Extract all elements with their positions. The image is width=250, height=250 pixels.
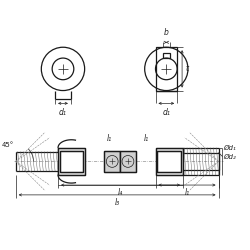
Text: l₁: l₁ bbox=[184, 188, 190, 197]
Text: l₃: l₃ bbox=[114, 198, 120, 207]
Bar bbox=[120, 150, 136, 172]
Bar bbox=[158, 150, 181, 172]
Text: 45°: 45° bbox=[2, 142, 14, 148]
Bar bbox=[156, 148, 183, 175]
Bar bbox=[156, 47, 177, 90]
Bar bbox=[104, 150, 120, 172]
Bar bbox=[156, 148, 183, 175]
Text: d₁: d₁ bbox=[59, 108, 67, 117]
Bar bbox=[158, 150, 181, 172]
Text: Ød₂: Ød₂ bbox=[224, 154, 236, 160]
Text: l₄: l₄ bbox=[118, 188, 123, 197]
Bar bbox=[58, 148, 85, 175]
Text: t: t bbox=[185, 64, 188, 74]
Text: b: b bbox=[164, 28, 169, 38]
Bar bbox=[58, 148, 85, 175]
Bar bbox=[60, 150, 83, 172]
Bar bbox=[104, 150, 120, 172]
Text: l₁: l₁ bbox=[107, 134, 112, 143]
Text: Ød₁: Ød₁ bbox=[224, 145, 236, 151]
Bar bbox=[163, 53, 170, 58]
Text: l₁: l₁ bbox=[144, 134, 149, 143]
Bar bbox=[60, 150, 83, 172]
Text: d₁: d₁ bbox=[162, 108, 170, 117]
Bar bbox=[120, 150, 136, 172]
